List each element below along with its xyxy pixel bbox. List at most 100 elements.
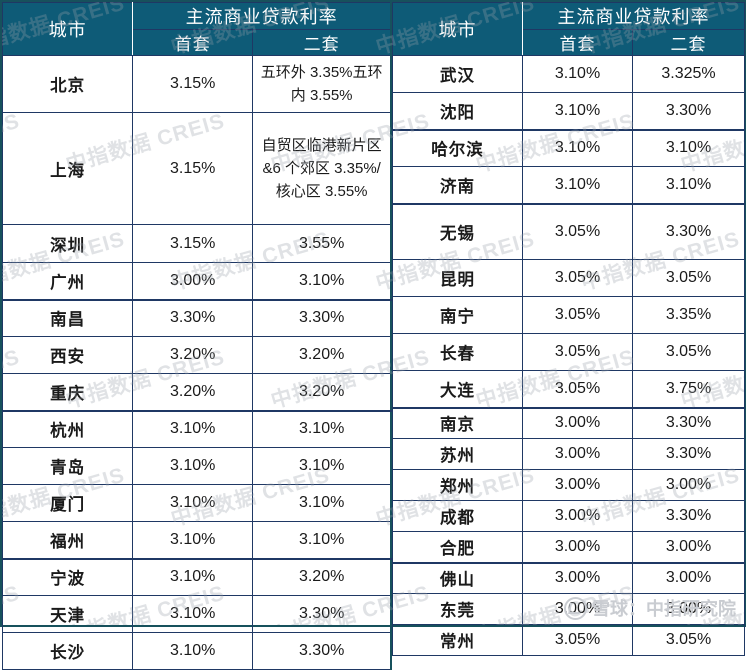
table-row: 宁波 3.10% 3.20% — [1, 557, 392, 596]
cell-city: 大连 — [392, 370, 523, 408]
table-row: 苏州 3.00% 3.30% — [392, 438, 745, 470]
cell-city: 厦门 — [1, 484, 134, 522]
cell-city: 沈阳 — [392, 92, 523, 130]
table-row: 济南 3.10% 3.10% — [392, 166, 745, 204]
right-col-header-group: 主流商业贷款利率 — [522, 2, 745, 30]
cell-second-home-rate: 3.10% — [252, 521, 392, 559]
cell-second-home-rate: 3.20% — [252, 373, 392, 411]
right-col-header-first-home: 首套 — [522, 29, 633, 56]
left-col-header-group: 主流商业贷款利率 — [132, 2, 392, 30]
table-row: 广州 3.00% 3.10% — [1, 262, 392, 300]
cell-city: 福州 — [1, 521, 134, 559]
cell-second-home-rate: 3.05% — [632, 624, 745, 656]
cell-second-home-rate: 3.55% — [252, 224, 392, 263]
cell-second-home-rate: 3.30% — [632, 406, 745, 439]
table-row: 大连 3.05% 3.75% — [392, 370, 745, 408]
cell-city: 北京 — [1, 55, 134, 113]
cell-city: 武汉 — [392, 55, 523, 93]
table-row: 杭州 3.10% 3.10% — [1, 409, 392, 448]
cell-second-home-rate: 3.00% — [632, 469, 745, 501]
cell-city: 济南 — [392, 166, 523, 204]
right-col-header-city: 城市 — [392, 2, 523, 56]
cell-second-home-rate: 3.10% — [252, 262, 392, 300]
cell-city: 苏州 — [392, 438, 523, 470]
cell-first-home-rate: 3.05% — [522, 202, 633, 260]
cell-first-home-rate: 3.10% — [522, 128, 633, 167]
cell-second-home-rate: 3.30% — [632, 92, 745, 130]
cell-first-home-rate: 3.20% — [132, 373, 254, 411]
cell-city: 佛山 — [392, 561, 523, 594]
cell-first-home-rate: 3.00% — [522, 531, 633, 563]
right-table-head: 城市 主流商业贷款利率 首套 二套 — [392, 2, 745, 56]
cell-first-home-rate: 3.10% — [522, 92, 633, 130]
cell-city: 长春 — [392, 333, 523, 371]
cell-city: 成都 — [392, 500, 523, 532]
cell-second-home-rate: 3.00% — [632, 561, 745, 594]
table-row: 厦门 3.10% 3.10% — [1, 484, 392, 522]
cell-first-home-rate: 3.15% — [132, 112, 254, 225]
left-table-head: 城市 主流商业贷款利率 首套 二套 — [1, 2, 392, 56]
cell-first-home-rate: 3.00% — [522, 438, 633, 470]
table-row: 长沙 3.10% 3.30% — [1, 632, 392, 670]
cell-city: 长沙 — [1, 632, 134, 670]
cell-city: 广州 — [1, 262, 134, 300]
cell-first-home-rate: 3.05% — [522, 296, 633, 334]
table-row: 南昌 3.30% 3.30% — [1, 298, 392, 337]
cell-second-home-rate: 五环外 3.35%五环内 3.55% — [252, 55, 392, 113]
right-table-half: 城市 主流商业贷款利率 首套 二套 武汉 3.10% 3.325% 沈阳 3.10% 3.… — [392, 2, 745, 656]
cell-first-home-rate: 3.05% — [522, 259, 633, 297]
table-row: 青岛 3.10% 3.10% — [1, 447, 392, 485]
cell-first-home-rate: 3.20% — [132, 336, 254, 374]
table-row: 上海 3.15% 自贸区临港新片区&6 个郊区 3.35%/核心区 3.55% — [1, 112, 392, 225]
cell-city: 重庆 — [1, 373, 134, 411]
cell-city: 无锡 — [392, 202, 523, 260]
cell-city: 宁波 — [1, 557, 134, 596]
table-row: 昆明 3.05% 3.05% — [392, 259, 745, 297]
cell-second-home-rate: 3.10% — [252, 484, 392, 522]
left-rate-table: 城市 主流商业贷款利率 首套 二套 北京 3.15% 五环外 3.35%五环内 3.… — [1, 2, 392, 670]
cell-second-home-rate: 3.30% — [252, 298, 392, 337]
cell-second-home-rate: 3.10% — [632, 166, 745, 204]
cell-city: 常州 — [392, 624, 523, 656]
left-col-header-city: 城市 — [1, 2, 134, 56]
table-row: 福州 3.10% 3.10% — [1, 521, 392, 559]
cell-city: 合肥 — [392, 531, 523, 563]
cell-first-home-rate: 3.10% — [522, 166, 633, 204]
cell-second-home-rate: 3.10% — [252, 447, 392, 485]
cell-first-home-rate: 3.30% — [132, 298, 254, 337]
rate-table-sheet: 中指数据 CREIS 中指数据 CREIS 中指数据 CREIS 中指数据 CREIS… — [0, 0, 746, 627]
left-col-header-second-home: 二套 — [252, 29, 392, 56]
left-table-body: 北京 3.15% 五环外 3.35%五环内 3.55% 上海 3.15% 自贸区临港新片区… — [1, 55, 392, 670]
cell-second-home-rate: 3.00% — [632, 593, 745, 625]
cell-first-home-rate: 3.10% — [132, 632, 254, 670]
cell-second-home-rate: 3.05% — [632, 333, 745, 371]
cell-first-home-rate: 3.05% — [522, 624, 633, 656]
cell-second-home-rate: 3.75% — [632, 370, 745, 408]
cell-first-home-rate: 3.10% — [132, 409, 254, 448]
cell-second-home-rate: 3.10% — [252, 409, 392, 448]
table-row: 南京 3.00% 3.30% — [392, 406, 745, 439]
table-row: 长春 3.05% 3.05% — [392, 333, 745, 371]
cell-first-home-rate: 3.15% — [132, 224, 254, 263]
cell-city: 青岛 — [1, 447, 134, 485]
table-row: 东莞 3.00% 3.00% — [392, 593, 745, 625]
cell-city: 上海 — [1, 112, 134, 225]
cell-second-home-rate: 3.30% — [632, 202, 745, 260]
table-row: 沈阳 3.10% 3.30% — [392, 92, 745, 130]
table-row: 重庆 3.20% 3.20% — [1, 373, 392, 411]
cell-first-home-rate: 3.00% — [522, 593, 633, 625]
right-col-header-second-home: 二套 — [632, 29, 745, 56]
cell-second-home-rate: 3.30% — [252, 632, 392, 670]
table-row: 西安 3.20% 3.20% — [1, 336, 392, 374]
cell-city: 郑州 — [392, 469, 523, 501]
cell-second-home-rate: 3.20% — [252, 557, 392, 596]
cell-city: 南京 — [392, 406, 523, 439]
cell-first-home-rate: 3.10% — [132, 521, 254, 559]
table-row: 深圳 3.15% 3.55% — [1, 224, 392, 263]
cell-city: 东莞 — [392, 593, 523, 625]
cell-second-home-rate: 3.20% — [252, 336, 392, 374]
cell-city: 南宁 — [392, 296, 523, 334]
left-table-half: 城市 主流商业贷款利率 首套 二套 北京 3.15% 五环外 3.35%五环内 3.… — [1, 2, 392, 670]
table-row: 哈尔滨 3.10% 3.10% — [392, 128, 745, 167]
cell-first-home-rate: 3.05% — [522, 370, 633, 408]
